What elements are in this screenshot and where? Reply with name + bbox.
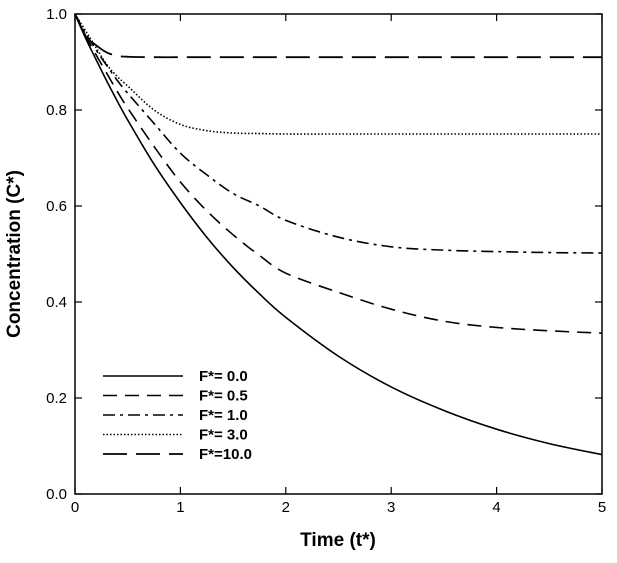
x-tick-label: 0 (71, 499, 79, 516)
legend-label: F*=10.0 (199, 446, 252, 463)
legend-label: F*= 1.0 (199, 407, 248, 424)
y-tick-label: 0.8 (46, 102, 67, 119)
series-lines (74, 13, 603, 456)
x-axis-title: Time (t*) (300, 530, 376, 551)
legend-label: F*= 0.5 (199, 388, 248, 405)
series-line-0 (74, 13, 603, 456)
x-tick-label: 2 (282, 499, 290, 516)
y-tick-label: 0.0 (46, 486, 67, 503)
series-line-3 (74, 13, 602, 135)
y-tick-label: 0.4 (46, 294, 67, 311)
y-tick-label: 0.6 (46, 198, 67, 215)
series-line-4 (74, 13, 602, 59)
legend: F*= 0.0 F*= 0.5 F*= 1.0 F*= 3.0 F*=10.0 (103, 368, 252, 463)
series-line-1 (74, 13, 603, 334)
x-tick-label: 1 (176, 499, 184, 516)
x-axis: 0 1 2 3 4 5 (71, 14, 606, 516)
y-tick-label: 1.0 (46, 6, 67, 23)
y-axis-title: Concentration (C*) (4, 170, 25, 338)
plot-frame (74, 13, 603, 495)
y-axis: 0.0 0.2 0.4 0.6 0.8 1.0 (46, 6, 602, 503)
legend-label: F*= 0.0 (199, 368, 248, 385)
series-line-2 (74, 13, 603, 254)
x-tick-label: 3 (387, 499, 395, 516)
legend-label: F*= 3.0 (199, 427, 248, 444)
x-tick-label: 4 (492, 499, 500, 516)
y-tick-label: 0.2 (46, 390, 67, 407)
x-tick-label: 5 (598, 499, 606, 516)
